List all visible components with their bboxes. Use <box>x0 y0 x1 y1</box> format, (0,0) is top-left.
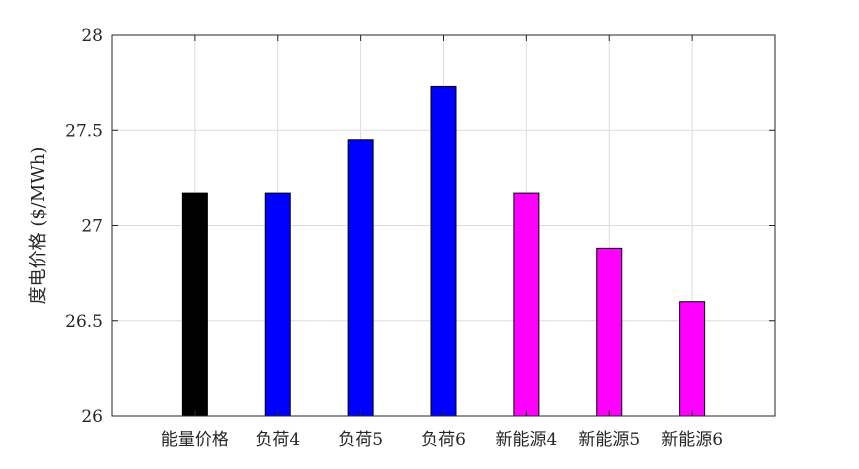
x-tick-label: 能量价格 <box>161 430 229 450</box>
bar <box>181 192 208 417</box>
x-tick-label: 新能源6 <box>661 430 723 450</box>
bar <box>430 85 457 417</box>
y-tick-label: 27.5 <box>65 121 103 141</box>
x-tick-label: 新能源5 <box>578 430 640 450</box>
bars <box>181 85 706 417</box>
y-axis-title: 度电价格 ($/MWh) <box>28 147 49 305</box>
x-tick-label: 新能源4 <box>495 430 557 450</box>
y-tick-label: 26.5 <box>65 312 103 332</box>
x-tick-label: 负荷6 <box>421 430 466 450</box>
bar <box>513 192 540 417</box>
y-tick-labels: 26 26.5 27 27.5 28 <box>65 26 103 427</box>
tick-marks <box>112 34 775 417</box>
x-tick-labels: 能量价格 负荷4 负荷5 负荷6 新能源4 新能源5 新能源6 <box>161 430 723 450</box>
bar <box>347 139 374 417</box>
bar <box>596 247 623 417</box>
y-tick-label: 26 <box>81 407 103 427</box>
y-tick-label: 27 <box>81 217 103 237</box>
bar <box>679 301 706 417</box>
x-tick-label: 负荷5 <box>338 430 383 450</box>
x-tick-label: 负荷4 <box>255 430 300 450</box>
y-tick-label: 28 <box>81 26 103 46</box>
bar <box>264 192 291 417</box>
